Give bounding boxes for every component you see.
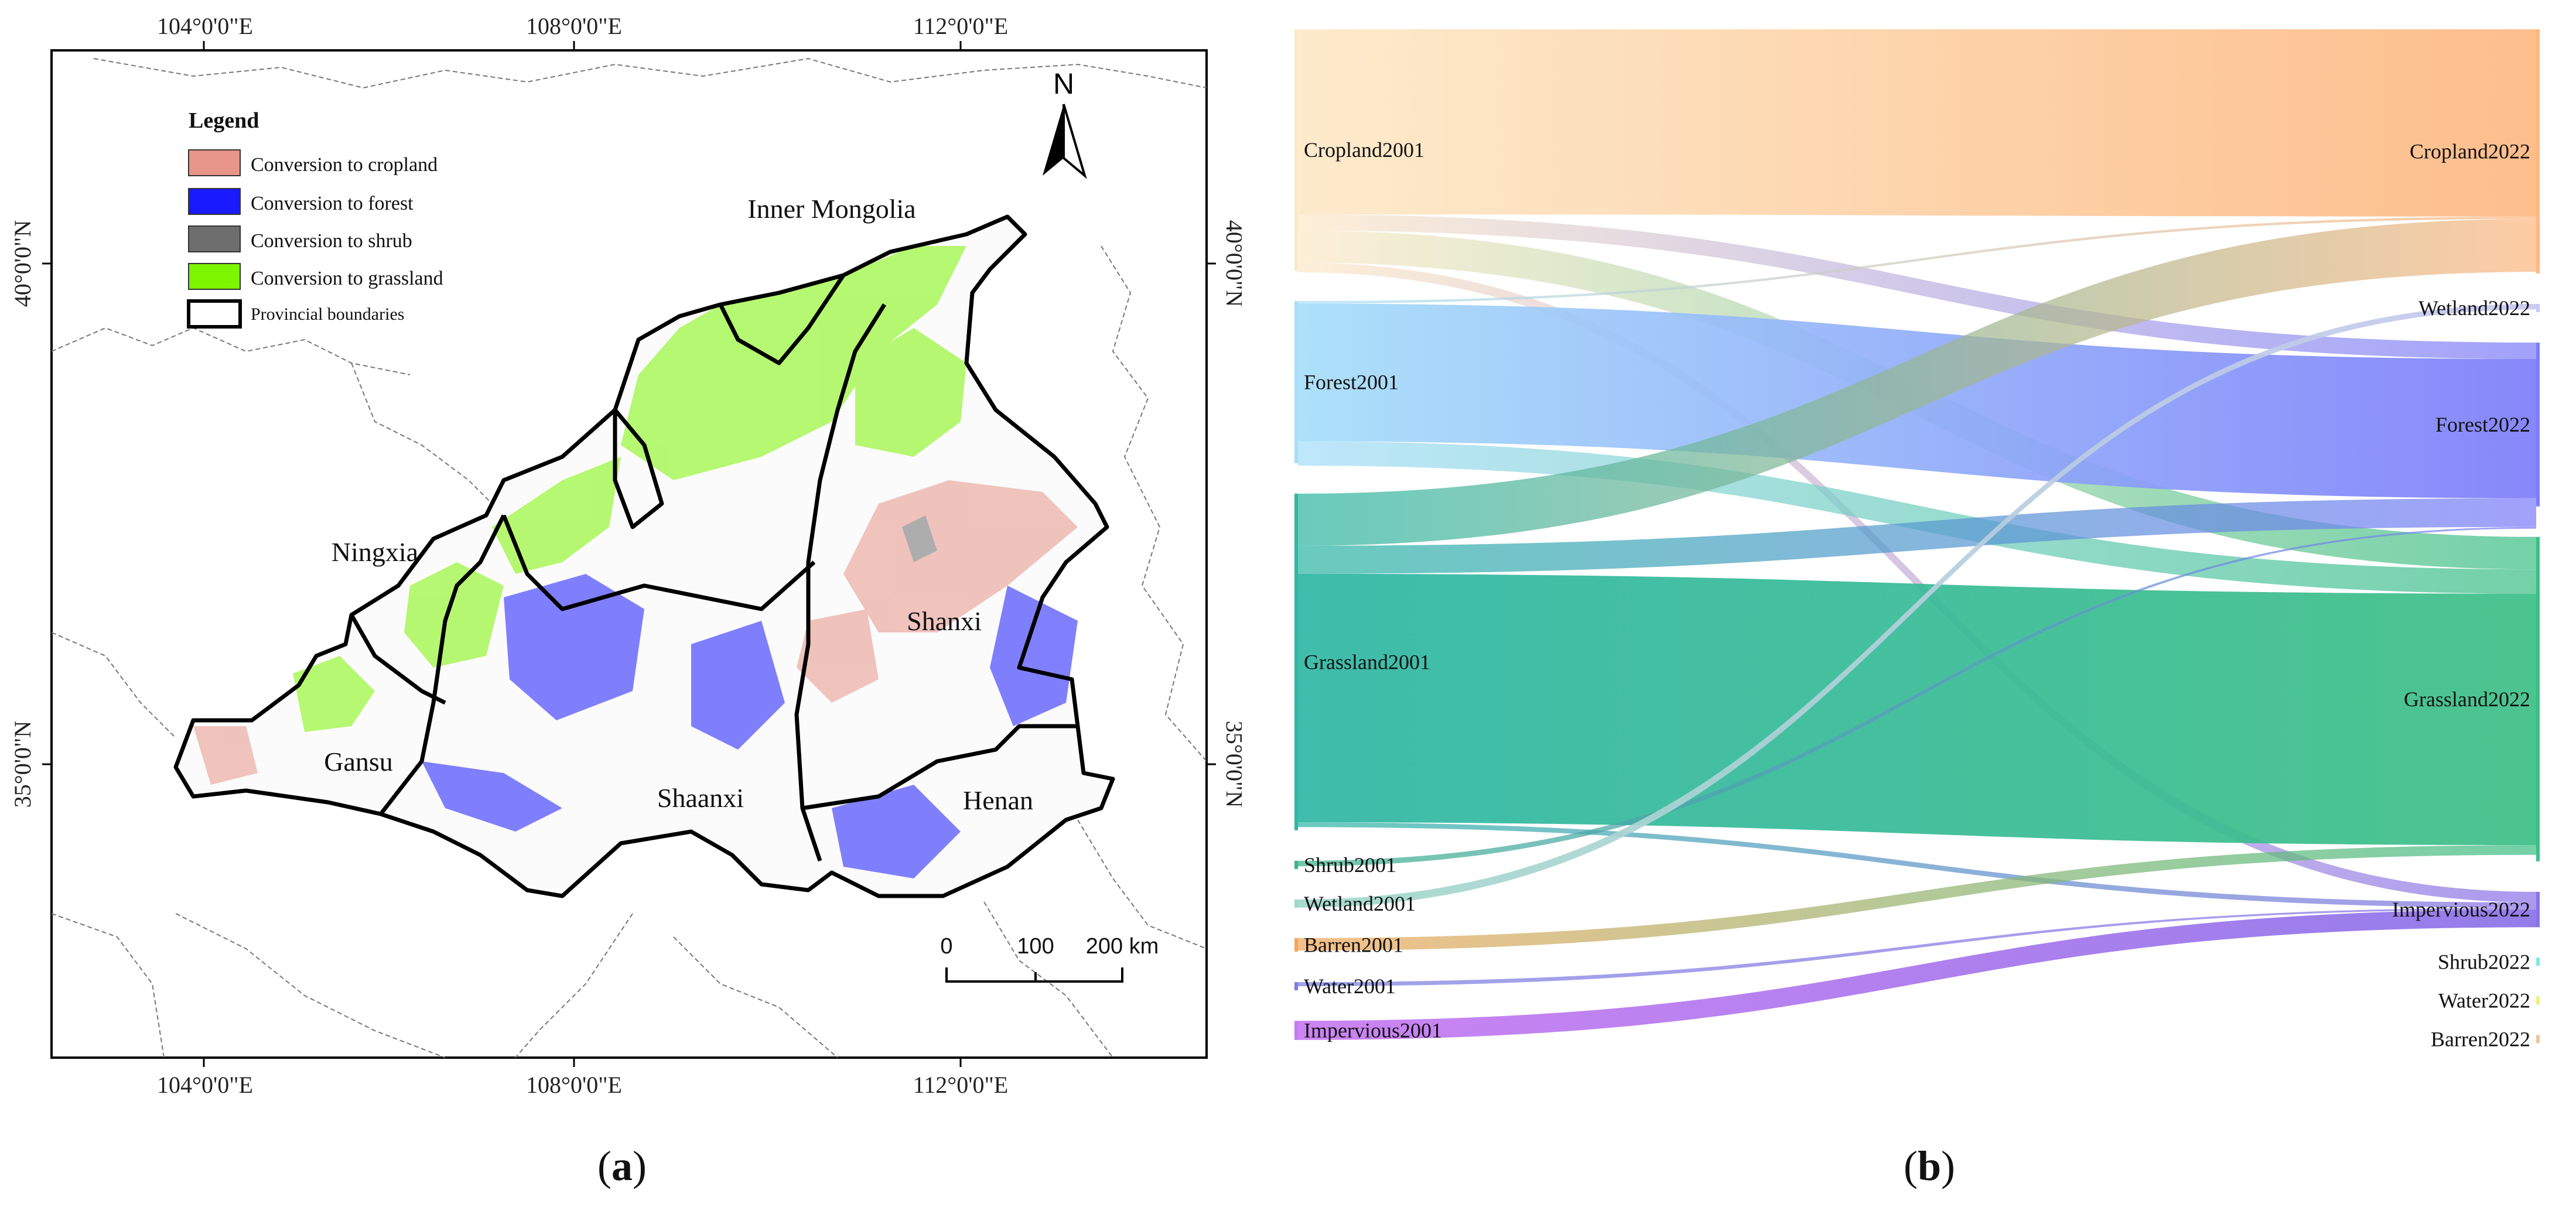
lon-label-top-104: 104°0'0"E [157,13,253,39]
scale-tick-100: 100 [1017,934,1054,959]
region-ningxia: Ningxia [332,537,418,567]
node-barren2001 [1294,938,1298,952]
node-cropland2022 [2536,29,2540,273]
node-shrub2001 [1294,860,1298,869]
legend-swatch-shrub [188,225,241,252]
flow-forest2001-to-grassland2022 [1298,441,2536,594]
legend-swatch-cropland [188,149,241,176]
legend-swatch-boundaries [187,299,242,329]
flow-shrub2001-to-forest2022 [1298,526,2536,867]
flow-grassland2001-to-grassland2022 [1298,573,2536,846]
label-water2001: Water2001 [1304,974,1396,998]
node-forest2022 [2536,342,2540,507]
provincial-boundaries [173,214,1115,898]
node-impervious2001 [1294,1021,1298,1040]
flow-cropland2001-to-forest2022 [1298,214,2536,359]
conversion-patterns [193,246,1078,878]
flow-forest2001-to-cropland2022 [1298,216,2536,304]
north-label: N [1053,67,1074,100]
label-impervious2022: Impervious2022 [2392,898,2530,921]
label-cropland2001: Cropland2001 [1304,138,1424,162]
region-gansu: Gansu [324,747,393,777]
label-wetland2022: Wetland2022 [2418,296,2530,320]
caption-b: (b) [1904,1143,1956,1189]
legend-title: Legend [189,108,259,133]
sankey-labels: Cropland2001 Forest2001 Grassland2001 Shrub… [1304,138,2530,1051]
legend-label-forest: Conversion to forest [251,193,414,214]
node-forest2001 [1294,301,1298,463]
legend-label-boundaries: Provincial boundaries [251,305,404,324]
legend-label-grassland: Conversion to grassland [251,268,443,289]
label-water2022: Water2022 [2438,989,2530,1012]
flow-grassland2001-to-cropland2022 [1298,218,2536,546]
sankey-chart: Cropland2001 Forest2001 Grassland2001 Shrub… [1294,29,2540,1051]
node-grassland2001 [1294,493,1298,830]
label-shrub2001: Shrub2001 [1304,853,1396,877]
label-shrub2022: Shrub2022 [2438,950,2530,973]
lon-label-top-108: 108°0'0"E [526,13,622,39]
caption-a-letter: a [611,1143,633,1189]
lat-label-right-40: 40°0'0"N [1221,220,1242,307]
lon-label-bottom-112: 112°0'0"E [913,1072,1008,1098]
scale-tick-0: 0 [940,934,952,959]
region-shanxi: Shanxi [907,606,982,636]
label-wetland2001: Wetland2001 [1304,892,1416,915]
background-boundaries [51,57,1207,1058]
lat-label-left-35: 35°0'0"N [9,721,36,808]
region-inner-mongolia: Inner Mongolia [747,194,915,224]
legend-label-cropland: Conversion to cropland [251,154,438,176]
legend-label-shrub: Conversion to shrub [251,230,412,252]
node-barren2022 [2536,1035,2540,1044]
flow-barren2001-to-grassland2022 [1298,845,2536,951]
region-henan: Henan [963,785,1033,815]
map-panel: 104°0'0"E 108°0'0"E 112°0'0"E 104°0'0"E … [0,0,1248,1211]
node-wetland2001 [1294,899,1298,908]
flow-cropland2001-to-impervious2022 [1298,262,2536,903]
node-water2001 [1294,982,1298,991]
label-forest2022: Forest2022 [2435,413,2530,436]
sankey-nodes [1294,29,2540,1044]
map-svg: 104°0'0"E 108°0'0"E 112°0'0"E 104°0'0"E … [9,13,1248,1098]
sankey-panel: Cropland2001 Forest2001 Grassland2001 Shrub… [1253,0,2576,1211]
scale-tick-200: 200 km [1086,934,1159,959]
label-cropland2022: Cropland2022 [2410,139,2530,163]
flow-impervious2001-to-impervious2022 [1298,909,2536,1040]
legend-swatch-forest [188,188,241,215]
flow-wetland2001-to-wetland2022 [1298,303,2536,908]
label-grassland2022: Grassland2022 [2404,688,2530,711]
node-shrub2022 [2536,957,2540,966]
flow-cropland2001-to-cropland2022 [1298,29,2536,217]
label-grassland2001: Grassland2001 [1304,650,1430,673]
label-forest2001: Forest2001 [1304,371,1399,394]
legend-swatch-grassland [188,263,241,290]
region-shaanxi: Shaanxi [657,783,744,813]
label-barren2022: Barren2022 [2431,1027,2530,1051]
node-impervious2022 [2536,891,2540,928]
scale-bar: 0 100 200 km [940,934,1159,983]
caption-a: (a) [597,1143,647,1189]
node-water2022 [2536,996,2540,1005]
legend: Legend Conversion to cropland Conversion… [187,108,443,329]
label-barren2001: Barren2001 [1304,933,1403,956]
lon-label-top-112: 112°0'0"E [913,13,1008,39]
lon-label-bottom-108: 108°0'0"E [526,1072,622,1098]
label-impervious2001: Impervious2001 [1304,1018,1442,1042]
node-wetland2022 [2536,303,2540,312]
frame-ticks [42,41,1216,1067]
lat-label-right-35: 35°0'0"N [1221,721,1242,808]
sankey-links [1298,29,2536,1040]
flow-grassland2001-to-forest2022 [1298,498,2536,574]
lat-label-left-40: 40°0'0"N [9,220,36,307]
lon-label-bottom-104: 104°0'0"E [157,1072,253,1098]
north-arrow-icon: N [1043,67,1087,179]
node-grassland2022 [2536,536,2540,861]
flow-grassland2001-to-impervious2022 [1298,822,2536,908]
caption-b-letter: b [1917,1143,1942,1189]
node-cropland2001 [1294,29,1298,271]
flow-water2001-to-impervious2022 [1298,908,2536,987]
